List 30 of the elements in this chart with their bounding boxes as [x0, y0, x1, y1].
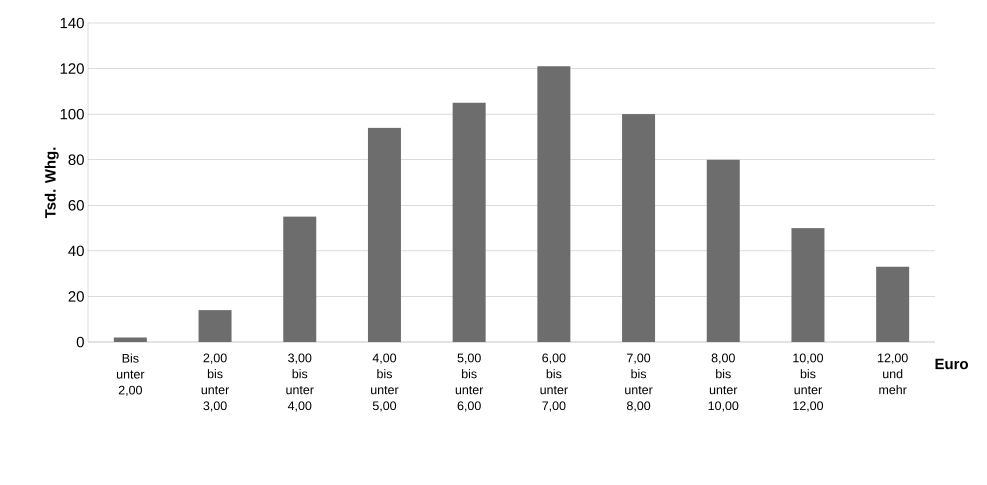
- bar: [368, 128, 401, 342]
- y-tick-label: 100: [60, 108, 84, 120]
- bar: [198, 310, 232, 342]
- x-tick-label: Bis unter 2,00: [116, 354, 144, 396]
- y-tick-label: 20: [68, 291, 84, 302]
- y-tick-label: 120: [60, 63, 84, 74]
- bar: [791, 228, 824, 342]
- x-tick-label: 7,00 bis unter 8,00: [625, 354, 653, 412]
- y-tick-label: 80: [68, 154, 84, 165]
- x-tick-label: 2,00 bis unter 3,00: [202, 354, 230, 412]
- bar: [452, 102, 486, 342]
- bar: [114, 337, 147, 342]
- bar: [876, 266, 910, 342]
- y-tick-label: 60: [68, 200, 84, 211]
- x-tick-label: 4,00 bis unter 5,00: [371, 354, 398, 412]
- y-axis-title: Tsd. Whg.: [44, 148, 59, 218]
- x-tick-label: 12,00 und mehr: [878, 354, 908, 394]
- bar: [622, 114, 656, 342]
- bar: [706, 160, 740, 342]
- x-tick-label: 8,00 bis unter 10,00: [708, 354, 738, 412]
- x-tick-label: 10,00 bis unter 12,00: [793, 354, 824, 412]
- x-axis-title: Euro: [936, 358, 968, 370]
- y-tick-label: 0: [76, 336, 84, 348]
- bar: [283, 216, 316, 342]
- x-tick-label: 5,00 bis unter 6,00: [456, 354, 484, 412]
- bar: [537, 66, 570, 342]
- y-tick-label: 140: [60, 18, 84, 28]
- y-tick-label: 40: [68, 246, 84, 256]
- x-tick-label: 3,00 bis unter 4,00: [286, 354, 314, 412]
- x-tick-label: 6,00 bis unter 7,00: [540, 354, 568, 412]
